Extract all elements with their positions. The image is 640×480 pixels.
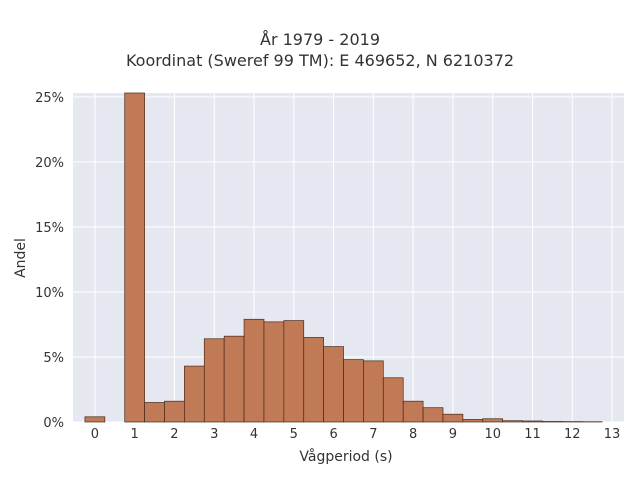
histogram-bar [203, 338, 225, 423]
histogram-bar [124, 92, 145, 423]
x-tick-label: 9 [449, 427, 457, 442]
histogram-bar [442, 413, 464, 423]
histogram-bar [223, 335, 245, 423]
y-axis-ticks: 0% 5% 10% 15% 20% 25% [35, 91, 64, 431]
y-tick-label: 10% [35, 286, 64, 301]
x-tick-label: 2 [170, 427, 178, 442]
histogram-bar [283, 320, 305, 423]
x-tick-label: 3 [210, 427, 218, 442]
y-tick-label: 15% [35, 221, 64, 236]
histogram-bar [402, 400, 424, 423]
x-axis-ticks: 0 1 2 3 4 5 6 7 8 9 10 11 12 13 [91, 427, 621, 442]
x-tick-label: 12 [564, 427, 581, 442]
x-axis-title: Vågperiod (s) [299, 448, 392, 465]
x-tick-label: 4 [250, 427, 258, 442]
histogram-bar [84, 416, 106, 423]
x-tick-label: 0 [91, 427, 99, 442]
histogram-bar [462, 419, 484, 423]
histogram-bar [422, 407, 444, 423]
histogram-bar [243, 318, 265, 423]
x-tick-label: 6 [329, 427, 337, 442]
histogram-bar [522, 420, 543, 423]
histogram-bar [382, 377, 404, 423]
y-tick-label: 5% [43, 351, 64, 366]
x-tick-label: 11 [524, 427, 541, 442]
x-tick-label: 13 [604, 427, 621, 442]
y-tick-label: 25% [35, 91, 64, 106]
chart-subtitle: Koordinat (Sweref 99 TM): E 469652, N 62… [125, 51, 515, 70]
y-axis-title: Andel [13, 238, 29, 278]
histogram-bar [482, 418, 504, 423]
x-tick-label: 7 [369, 427, 377, 442]
y-tick-label: 0% [43, 416, 64, 431]
histogram-bar [144, 402, 165, 423]
histogram-bar [303, 337, 324, 423]
histogram-bar [502, 420, 523, 423]
histogram-bar [323, 346, 344, 423]
histogram-bar [363, 360, 384, 423]
x-tick-label: 5 [290, 427, 298, 442]
chart-title: År 1979 - 2019 [260, 30, 380, 49]
x-tick-label: 10 [484, 427, 501, 442]
bars [84, 92, 603, 423]
histogram-bar [542, 421, 563, 423]
y-tick-label: 20% [35, 156, 64, 171]
x-tick-label: 1 [131, 427, 139, 442]
x-tick-label: 8 [409, 427, 417, 442]
histogram-bar [164, 400, 185, 423]
histogram-bar [343, 359, 364, 423]
histogram-bar [263, 321, 285, 423]
histogram-bar [184, 365, 205, 423]
